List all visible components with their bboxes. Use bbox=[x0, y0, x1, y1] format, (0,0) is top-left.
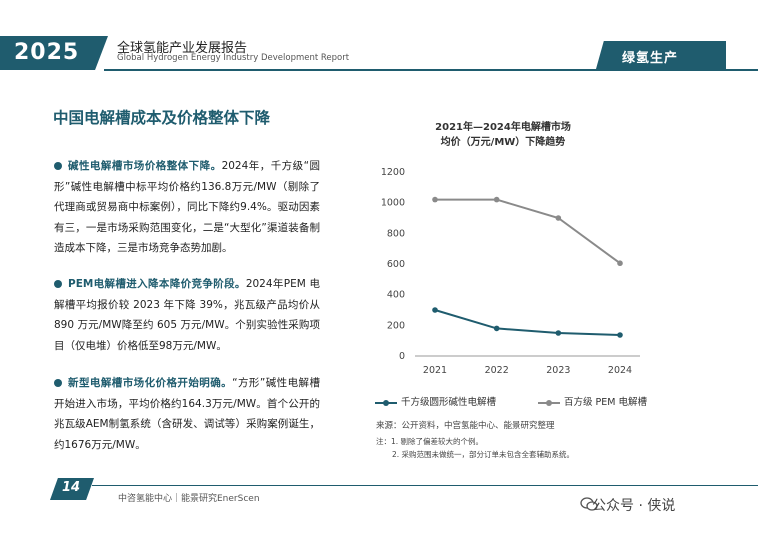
series-point-1 bbox=[432, 196, 438, 203]
paragraph-alkaline: 碱性电解槽市场价格整体下降。2024年，千方级“圆形”碱性电解槽中标平均价格约1… bbox=[54, 156, 320, 259]
page-heading: 中国电解槽成本及价格整体下降 bbox=[53, 109, 271, 127]
chart-title-line2: 均价（万元/MW）下降趋势 bbox=[440, 137, 566, 148]
paragraph-pem: PEM电解槽进入降本降价竞争阶段。2024年PEM 电解槽平均报价较 2023 … bbox=[54, 274, 320, 356]
paragraph-text: 2024年PEM 电解槽平均报价较 2023 年下降 39%，兆瓦级产品均价从 … bbox=[54, 278, 320, 352]
legend-marker bbox=[538, 399, 560, 406]
series-line-1 bbox=[435, 198, 621, 265]
series-point-1 bbox=[493, 196, 500, 203]
price-trend-chart: 0 200 400 600 800 1000 1200 2021 2022 2023 2024 bbox=[381, 167, 640, 376]
source-note: 来源：公开资料，中宫氢能中心、能景研究整理 bbox=[376, 421, 555, 431]
x-tick-label: 2024 bbox=[608, 365, 632, 376]
report-title-cn: 全球氢能产业发展报告 bbox=[117, 41, 248, 56]
header-divider bbox=[104, 69, 758, 71]
section-tag-label: 绿氢生产 bbox=[622, 51, 679, 66]
footnote-2: 2. 采购范围未做统一，部分订单未包含全套辅助系统。 bbox=[392, 450, 575, 459]
x-tick-label: 2022 bbox=[485, 365, 509, 376]
x-tick-label: 2023 bbox=[546, 365, 570, 376]
footer-org: 中咨氢能中心｜能景研究EnerScen bbox=[118, 494, 260, 504]
bullet-icon bbox=[54, 379, 62, 387]
series-point-1 bbox=[555, 215, 562, 221]
paragraph-text: “方形”碱性电解槽开始进入市场，平均价格约164.3万元/MW。首个公开的兆瓦级… bbox=[54, 377, 320, 451]
y-tick-label: 400 bbox=[387, 290, 405, 301]
y-tick-label: 1000 bbox=[381, 198, 405, 209]
page-number: 14 bbox=[62, 480, 81, 495]
legend-label: 千方级圆形碱性电解槽 bbox=[401, 397, 497, 408]
report-title-en: Global Hydrogen Energy Industry Developm… bbox=[117, 53, 350, 63]
y-tick-label: 1200 bbox=[381, 167, 405, 178]
y-tick-label: 800 bbox=[387, 228, 405, 239]
report-year: 2025 bbox=[14, 40, 80, 65]
legend-item-alkaline: 千方级圆形碱性电解槽 bbox=[375, 394, 496, 408]
footer-divider bbox=[92, 485, 758, 486]
year-badge: 2025 bbox=[0, 36, 108, 70]
footnote-1: 注：1. 剔除了偏差较大的个例。 bbox=[376, 437, 484, 446]
bullet-icon bbox=[54, 280, 62, 288]
wechat-icon bbox=[580, 497, 598, 511]
watermark: 公众号 · 侠说 bbox=[592, 498, 676, 514]
y-tick-label: 600 bbox=[387, 259, 405, 270]
series-point-0 bbox=[493, 325, 500, 332]
paragraph-lead: 碱性电解槽市场价格整体下降。 bbox=[68, 160, 222, 172]
series-point-0 bbox=[555, 330, 562, 336]
series-point-0 bbox=[432, 307, 438, 313]
paragraph-new-type: 新型电解槽市场化价格开始明确。“方形”碱性电解槽开始进入市场，平均价格约164.… bbox=[54, 373, 320, 455]
legend-label: 百方级 PEM 电解槽 bbox=[564, 397, 647, 408]
legend-marker bbox=[375, 399, 397, 406]
y-tick-label: 0 bbox=[399, 351, 405, 362]
paragraph-text: 2024年，千方级“圆形”碱性电解槽中标平均价格约136.8万元/MW（剔除了代… bbox=[54, 160, 320, 254]
section-tag: 绿氢生产 bbox=[596, 41, 726, 69]
series-point-1 bbox=[617, 260, 623, 267]
y-tick-label: 200 bbox=[387, 320, 405, 331]
paragraph-lead: PEM电解槽进入降本降价竞争阶段。 bbox=[68, 278, 246, 290]
series-line-0 bbox=[434, 309, 621, 336]
chart-title-line1: 2021年—2024年电解槽市场 bbox=[435, 122, 571, 133]
bullet-icon bbox=[54, 162, 62, 170]
x-tick-label: 2021 bbox=[423, 365, 447, 376]
paragraph-lead: 新型电解槽市场化价格开始明确。 bbox=[68, 377, 233, 389]
legend-item-pem: 百方级 PEM 电解槽 bbox=[538, 394, 647, 408]
series-point-0 bbox=[617, 332, 623, 338]
page-number-badge: 14 bbox=[50, 478, 94, 500]
